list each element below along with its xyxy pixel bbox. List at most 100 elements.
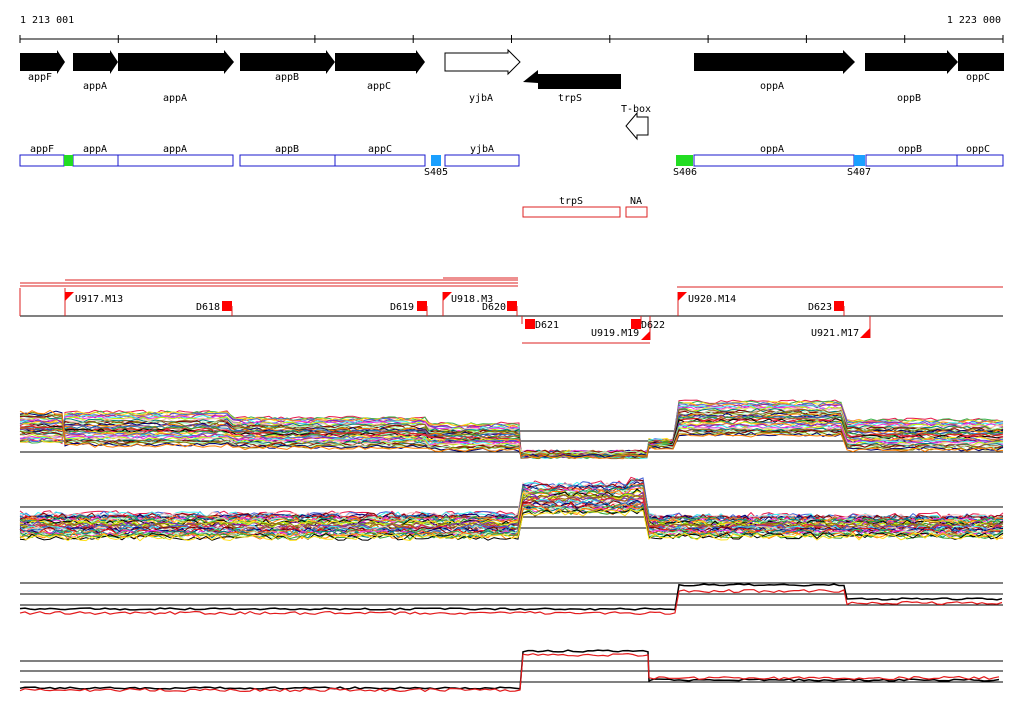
gene-arrow[interactable] bbox=[523, 70, 621, 89]
gene-arrow[interactable] bbox=[865, 50, 958, 74]
profile-panel-forward bbox=[19, 399, 1004, 460]
segment-label: appB bbox=[275, 144, 299, 155]
downshift-marker[interactable] bbox=[507, 301, 517, 311]
gene-arrow[interactable] bbox=[73, 50, 118, 74]
segment-box[interactable] bbox=[444, 154, 520, 167]
profile-panel-reverse bbox=[19, 476, 1004, 542]
downshift-label: D619 bbox=[390, 302, 414, 313]
site-label: S407 bbox=[847, 167, 871, 178]
downshift-label: D621 bbox=[535, 320, 559, 331]
gene-label: oppC bbox=[966, 72, 990, 83]
downshift-marker[interactable] bbox=[525, 319, 535, 329]
upshift-bar bbox=[20, 277, 518, 287]
profile-trace bbox=[19, 410, 1004, 458]
segment-label: appF bbox=[30, 144, 54, 155]
site-marker[interactable] bbox=[64, 155, 73, 166]
gene-arrow[interactable] bbox=[335, 50, 425, 74]
downshift-label: D618 bbox=[196, 302, 220, 313]
reverse-segment-box[interactable] bbox=[625, 206, 648, 218]
profile-trace bbox=[19, 405, 1004, 457]
mean-trace bbox=[19, 589, 1003, 616]
gene-arrow[interactable] bbox=[20, 50, 65, 74]
segment-box[interactable] bbox=[239, 154, 336, 167]
gene-label: oppA bbox=[760, 81, 784, 92]
profile-trace bbox=[19, 408, 1004, 456]
segment-box[interactable] bbox=[19, 154, 65, 167]
gene-label: appB bbox=[275, 72, 299, 83]
profile-trace bbox=[19, 481, 1004, 523]
segment-box[interactable] bbox=[72, 154, 119, 167]
mean-trace bbox=[19, 649, 1000, 690]
gene-arrow[interactable] bbox=[444, 48, 521, 76]
upshift-marker[interactable] bbox=[442, 292, 452, 316]
tbox-arrow[interactable] bbox=[625, 111, 649, 141]
site-marker[interactable] bbox=[431, 155, 441, 166]
profile-trace bbox=[19, 476, 1004, 520]
mean-trace bbox=[19, 652, 1000, 693]
downshift-marker[interactable] bbox=[222, 301, 232, 311]
mean-trace bbox=[19, 583, 1003, 611]
reverse-segment-label: NA bbox=[630, 196, 642, 207]
segment-label: appA bbox=[163, 144, 187, 155]
ruler: 1 213 001 1 223 000 bbox=[19, 15, 1004, 43]
site-marker[interactable] bbox=[854, 155, 865, 166]
segment-label: oppB bbox=[898, 144, 922, 155]
segment-box[interactable] bbox=[956, 154, 1004, 167]
ruler-start-label: 1 213 001 bbox=[20, 15, 74, 26]
gene-label: appA bbox=[163, 93, 187, 104]
profile-trace bbox=[19, 419, 1004, 460]
gene-track: appF appA appA appB appC yjbA trpS oppA … bbox=[20, 48, 1004, 141]
tbox-label: T-box bbox=[621, 104, 651, 115]
shift-connector bbox=[19, 288, 66, 316]
downshift-marker[interactable] bbox=[834, 301, 844, 311]
gene-arrow[interactable] bbox=[958, 53, 1004, 71]
profile-trace bbox=[19, 411, 1004, 457]
segment-box[interactable] bbox=[334, 154, 426, 167]
summary-panel-reverse bbox=[19, 649, 1003, 693]
profile-trace bbox=[19, 506, 1004, 540]
upshift-marker[interactable] bbox=[860, 316, 871, 338]
upshift-marker[interactable] bbox=[677, 292, 687, 316]
upshift-marker[interactable] bbox=[64, 292, 74, 316]
segment-label: oppC bbox=[966, 144, 990, 155]
segment-track: appF appA appA appB appC yjbA oppA oppB … bbox=[19, 144, 1004, 218]
summary-traces bbox=[19, 583, 1003, 616]
segment-box[interactable] bbox=[693, 154, 855, 167]
gene-label: appF bbox=[28, 72, 52, 83]
segment-box[interactable] bbox=[865, 154, 958, 167]
upshift-label: U919.M19 bbox=[591, 328, 639, 339]
downshift-marker[interactable] bbox=[417, 301, 427, 311]
gene-arrow[interactable] bbox=[118, 50, 234, 74]
site-label: S406 bbox=[673, 167, 697, 178]
gene-arrow[interactable] bbox=[694, 50, 855, 74]
profile-trace bbox=[19, 499, 1004, 535]
upshift-label: U921.M17 bbox=[811, 328, 859, 339]
site-label: S405 bbox=[424, 167, 448, 178]
profile-traces bbox=[19, 476, 1004, 542]
segment-box[interactable] bbox=[117, 154, 234, 167]
segment-label: appC bbox=[368, 144, 392, 155]
profile-trace bbox=[19, 480, 1004, 524]
gene-label: yjbA bbox=[469, 93, 493, 104]
upshift-label: U918.M3 bbox=[451, 294, 493, 305]
profile-trace bbox=[19, 506, 1004, 541]
ruler-ticks bbox=[19, 35, 1004, 43]
gene-arrow[interactable] bbox=[240, 50, 335, 74]
profile-trace bbox=[19, 413, 1004, 455]
upshift-label: U917.M13 bbox=[75, 294, 123, 305]
profile-trace bbox=[19, 402, 1004, 458]
ruler-end-label: 1 223 000 bbox=[947, 15, 1001, 26]
summary-panel-forward bbox=[19, 582, 1003, 616]
reverse-segment-label: trpS bbox=[559, 196, 583, 207]
downshift-label: D620 bbox=[482, 302, 506, 313]
profile-traces bbox=[19, 399, 1004, 460]
downshift-label: D622 bbox=[641, 320, 665, 331]
downshift-marker[interactable] bbox=[631, 319, 641, 329]
upshift-marker[interactable] bbox=[641, 316, 651, 340]
site-marker[interactable] bbox=[676, 155, 693, 166]
reverse-segment-box[interactable] bbox=[522, 206, 621, 218]
downshift-label: D623 bbox=[808, 302, 832, 313]
gene-label: appA bbox=[83, 81, 107, 92]
segment-label: oppA bbox=[760, 144, 784, 155]
